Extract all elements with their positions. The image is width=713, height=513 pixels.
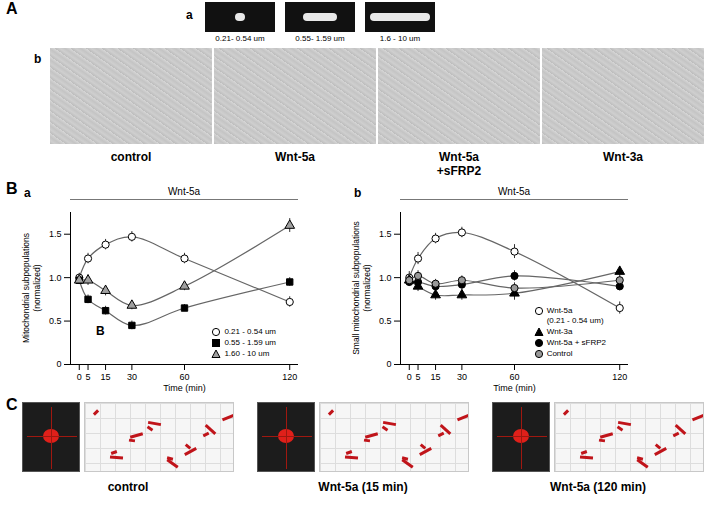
html-text:Wnt-3a: Wnt-3a	[546, 327, 573, 336]
svg-text:15: 15	[431, 372, 441, 382]
html-text:b: b	[34, 52, 42, 66]
svg-text:0: 0	[407, 372, 412, 382]
svg-text:30: 30	[127, 372, 137, 382]
svg-text:1.5: 1.5	[379, 229, 392, 239]
html-text:0.55- 1.59 um: 0.55- 1.59 um	[295, 34, 345, 43]
html-text:0.21 - 0.54 um: 0.21 - 0.54 um	[224, 327, 276, 336]
html-text:a: a	[186, 8, 193, 22]
svg-text:60: 60	[509, 372, 519, 382]
html-text:Wnt-5a: Wnt-5a	[497, 186, 531, 197]
html-text:control: control	[107, 480, 149, 494]
svg-text:Time (min): Time (min)	[493, 383, 536, 393]
svg-text:1.0: 1.0	[379, 273, 392, 283]
svg-text:Time (min): Time (min)	[163, 383, 206, 393]
html-text:a: a	[24, 186, 31, 200]
html-text:0.55 - 1.59 um: 0.55 - 1.59 um	[224, 338, 276, 347]
svg-text:0: 0	[386, 359, 391, 369]
svg-text:5: 5	[416, 372, 421, 382]
html-text:Wnt-5a (0.21 - 0.54 um): Wnt-5a (0.21 - 0.54 um)	[546, 306, 604, 325]
svg-text:120: 120	[612, 372, 627, 382]
html-text:B: B	[6, 180, 18, 197]
svg-text:0.5: 0.5	[49, 316, 62, 326]
html-text:Mitochondrial subpopulations (: Mitochondrial subpopulations (normalized…	[21, 233, 42, 344]
html-text:Wnt-3a: Wnt-3a	[603, 150, 643, 164]
html-text:0.21- 0.54 um: 0.21- 0.54 um	[215, 34, 265, 43]
html-text:Control: Control	[546, 349, 573, 358]
html-text:control: control	[110, 150, 152, 164]
svg-text:0: 0	[56, 359, 61, 369]
html-text:Wnt-5a: Wnt-5a	[275, 150, 315, 164]
html-text:C: C	[6, 396, 18, 413]
html-text:Small mitochondrial subpopulat: Small mitochondrial subpopulations (norm…	[351, 221, 372, 355]
svg-text:5: 5	[86, 372, 91, 382]
html-text:Wnt-5a +sFRP2: Wnt-5a +sFRP2	[436, 150, 482, 178]
html-text:1.6 - 10 um: 1.6 - 10 um	[379, 34, 421, 43]
svg-text:30: 30	[457, 372, 467, 382]
html-text:b: b	[354, 186, 362, 200]
svg-text:0.5: 0.5	[379, 316, 392, 326]
svg-text:B: B	[96, 324, 105, 338]
svg-text:60: 60	[179, 372, 189, 382]
html-text:1.60 - 10 um: 1.60 - 10 um	[224, 349, 270, 358]
html-text:Wnt-5a: Wnt-5a	[167, 186, 201, 197]
svg-text:15: 15	[101, 372, 111, 382]
svg-text:1.5: 1.5	[49, 229, 62, 239]
html-text:A: A	[6, 0, 18, 17]
svg-text:1.0: 1.0	[49, 273, 62, 283]
svg-text:0: 0	[77, 372, 82, 382]
html-text:Wnt-5a + sFRP2: Wnt-5a + sFRP2	[546, 338, 606, 347]
html-text:Wnt-5a (15 min): Wnt-5a (15 min)	[318, 480, 408, 494]
svg-text:120: 120	[282, 372, 297, 382]
html-text:Wnt-5a (120 min): Wnt-5a (120 min)	[550, 480, 646, 494]
